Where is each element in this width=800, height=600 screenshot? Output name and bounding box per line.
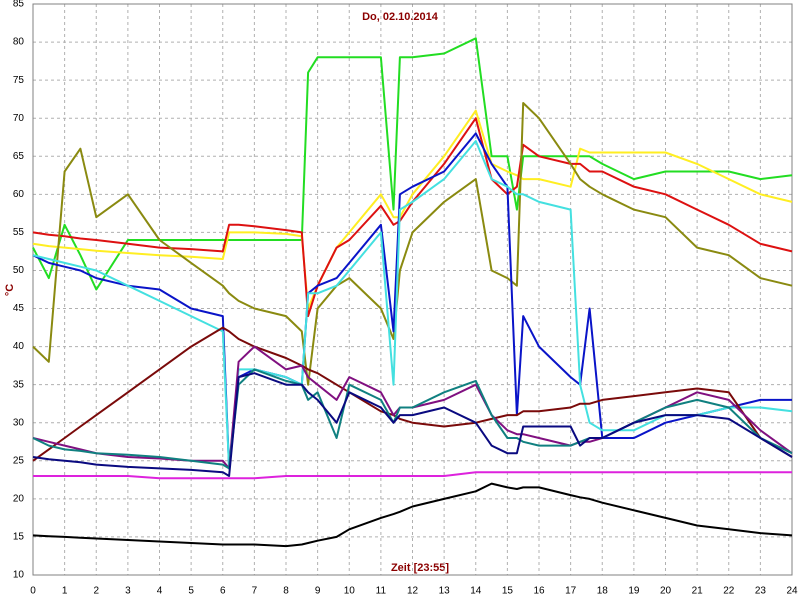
y-tick-label: 20 [13,494,25,505]
y-tick-label: 30 [13,417,25,428]
x-tick-label: 13 [439,586,451,597]
y-tick-label: 55 [13,227,25,238]
x-tick-label: 23 [755,586,767,597]
x-tick-label: 6 [220,586,226,597]
series-line [32,140,793,470]
y-tick-label: 85 [13,0,25,10]
x-tick-label: 12 [407,586,419,597]
x-tick-label: 1 [62,586,68,597]
y-tick-label: 80 [13,37,25,48]
x-tick-label: 14 [470,586,482,597]
x-tick-label: 8 [283,586,289,597]
y-tick-label: 75 [13,75,25,86]
series-line [33,471,792,480]
series-line [32,109,793,310]
x-axis-label: Zeit [23:55] [391,562,449,574]
y-tick-label: 40 [13,341,25,352]
chart-title: Do, 02.10.2014 [362,11,439,23]
y-tick-label: 65 [13,151,25,162]
x-tick-label: 4 [157,586,163,597]
series-line [32,37,793,291]
y-tick-label: 60 [13,189,25,200]
series-line [32,132,792,470]
x-tick-label: 9 [315,586,321,597]
x-tick-label: 0 [30,586,36,597]
x-tick-label: 7 [252,586,258,597]
x-tick-label: 3 [125,586,131,597]
x-tick-label: 18 [597,586,609,597]
x-tick-label: 5 [188,586,194,597]
x-tick-label: 21 [692,586,704,597]
x-tick-label: 16 [533,586,545,597]
x-tick-label: 19 [628,586,640,597]
x-tick-label: 2 [93,586,99,597]
series-line [32,372,793,477]
series-line [32,482,793,548]
y-tick-label: 10 [13,570,25,581]
x-tick-label: 20 [660,586,672,597]
y-tick-label: 45 [13,303,25,314]
y-tick-label: 35 [13,379,25,390]
y-axis-label: °C [4,284,16,296]
y-tick-label: 15 [13,532,25,543]
series-line [32,102,793,386]
y-tick-label: 70 [13,113,25,124]
x-tick-label: 11 [376,586,387,597]
x-tick-label: 15 [502,586,514,597]
y-tick-label: 50 [13,265,25,276]
x-tick-label: 10 [344,586,356,597]
x-tick-label: 17 [565,586,577,597]
x-tick-label: 24 [786,586,798,597]
y-tick-label: 25 [13,455,25,466]
plot-frame [32,3,793,576]
x-tick-label: 22 [723,586,735,597]
